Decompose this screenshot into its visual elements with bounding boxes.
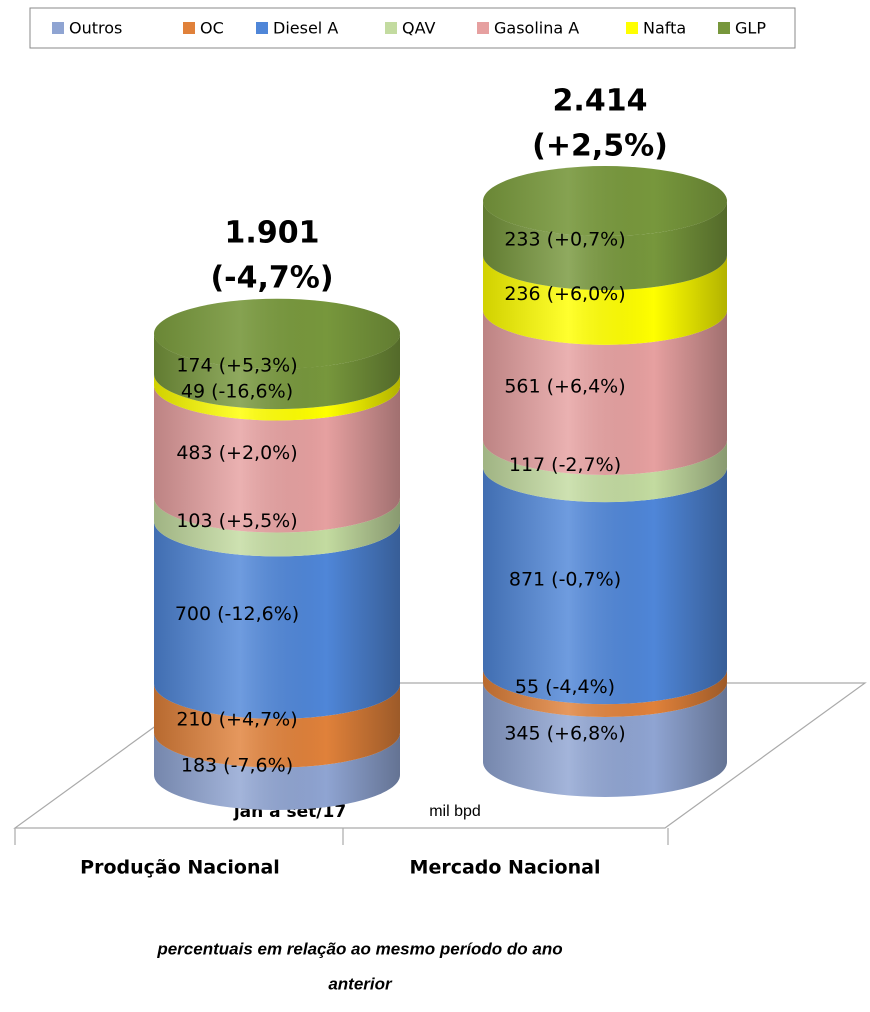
value-label: 55 (-4,4%) xyxy=(515,676,615,698)
legend-swatch xyxy=(718,22,730,34)
x-tick-label: Mercado Nacional xyxy=(410,857,601,879)
unit-label: mil bpd xyxy=(429,803,481,820)
shading xyxy=(483,166,727,237)
legend-swatch xyxy=(626,22,638,34)
shading xyxy=(154,374,400,421)
legend-swatch xyxy=(52,22,64,34)
shading xyxy=(154,385,400,533)
value-label: 49 (-16,6%) xyxy=(181,380,293,402)
value-label: 561 (+6,4%) xyxy=(504,375,625,397)
shading xyxy=(483,201,727,291)
shading xyxy=(483,681,727,797)
shading xyxy=(483,669,727,717)
value-label: 700 (-12,6%) xyxy=(175,603,299,625)
legend-label: Gasolina A xyxy=(494,19,579,38)
note: anterior xyxy=(328,974,393,993)
value-label: 103 (+5,5%) xyxy=(176,510,297,532)
value-label: 236 (+6,0%) xyxy=(504,283,625,305)
legend-swatch xyxy=(183,22,195,34)
shading xyxy=(154,298,400,369)
legend-label: QAV xyxy=(402,19,436,38)
value-label: 233 (+0,7%) xyxy=(504,229,625,251)
legend-label: Diesel A xyxy=(273,19,338,38)
total-label: 2.414 xyxy=(553,83,648,118)
shading xyxy=(483,439,727,503)
x-tick-label: Produção Nacional xyxy=(80,857,280,879)
legend-box xyxy=(29,7,796,49)
floor xyxy=(13,682,867,845)
value-label: 117 (-2,7%) xyxy=(509,454,621,476)
note: percentuais em relação ao mesmo período … xyxy=(156,939,562,958)
legend-label: Nafta xyxy=(643,19,686,38)
legend-swatch xyxy=(256,22,268,34)
shading xyxy=(154,683,400,768)
legend-label: GLP xyxy=(735,19,766,38)
shading xyxy=(154,732,400,810)
shading xyxy=(483,467,727,705)
shading xyxy=(483,309,727,475)
shading xyxy=(483,255,727,345)
value-label: 483 (+2,0%) xyxy=(176,442,297,464)
legend-swatch xyxy=(385,22,397,34)
value-label: 210 (+4,7%) xyxy=(176,709,297,731)
shading xyxy=(154,521,400,719)
value-label: 183 (-7,6%) xyxy=(181,754,293,776)
legend-label: Outros xyxy=(69,19,122,38)
total-change: (+2,5%) xyxy=(532,128,668,163)
total-label: 1.901 xyxy=(225,215,320,250)
shading xyxy=(154,497,400,557)
legend-label: OC xyxy=(200,19,224,38)
total-change: (-4,7%) xyxy=(210,260,333,295)
shading xyxy=(154,333,400,410)
value-label: 345 (+6,8%) xyxy=(504,722,625,744)
value-label: 871 (-0,7%) xyxy=(509,569,621,591)
value-label: 174 (+5,3%) xyxy=(176,354,297,376)
legend-swatch xyxy=(477,22,489,34)
